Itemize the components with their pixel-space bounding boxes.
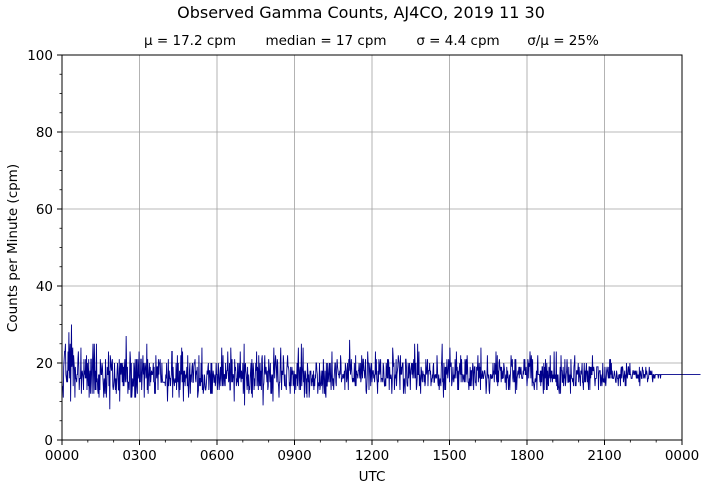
x-tick-label: 0900 xyxy=(277,448,311,464)
series-layer xyxy=(61,324,701,410)
x-tick-label: 1200 xyxy=(355,448,389,464)
series-line xyxy=(61,324,701,410)
y-tick-label: 60 xyxy=(36,202,53,218)
x-tick-label: 2100 xyxy=(587,448,621,464)
y-tick-label: 20 xyxy=(36,356,53,372)
grid xyxy=(62,55,682,440)
x-tick-label: 0300 xyxy=(122,448,156,464)
y-axis-label: Counts per Minute (cpm) xyxy=(5,164,21,332)
subtitle-mean: μ = 17.2 cpm xyxy=(144,33,236,49)
y-tick-label: 0 xyxy=(44,433,53,449)
axis-ticks: 0000 0300 0600 0900 1200 1500 1800 2100 00000204… xyxy=(27,48,699,464)
subtitle-cv: σ/μ = 25% xyxy=(527,33,599,49)
y-tick-label: 80 xyxy=(36,125,53,141)
x-tick-label: 1500 xyxy=(432,448,466,464)
y-tick-label: 100 xyxy=(27,48,53,64)
x-tick-label: 1800 xyxy=(510,448,544,464)
y-tick-label: 40 xyxy=(36,279,53,295)
x-axis-label: UTC xyxy=(359,469,386,485)
x-tick-label: 0600 xyxy=(200,448,234,464)
x-tick-label: 0000 xyxy=(665,448,699,464)
chart-title: Observed Gamma Counts, AJ4CO, 2019 11 30 xyxy=(177,3,545,22)
subtitle-median: median = 17 cpm xyxy=(265,33,386,49)
x-tick-label: 0000 xyxy=(45,448,79,464)
subtitle-sigma: σ = 4.4 cpm xyxy=(416,33,499,49)
